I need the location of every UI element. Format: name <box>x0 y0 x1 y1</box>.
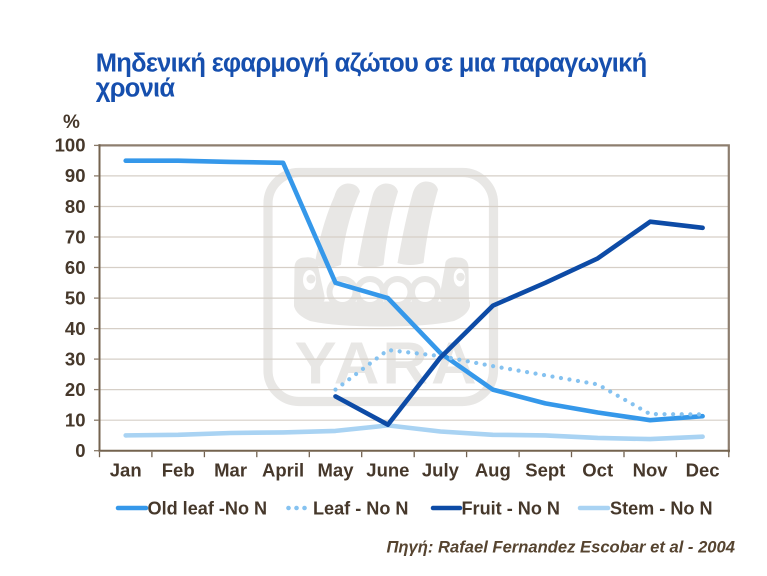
svg-text:Stem - No N: Stem - No N <box>610 499 713 519</box>
svg-text:χρονιά: χρονιά <box>96 74 176 102</box>
svg-text:YARA: YARA <box>295 330 480 397</box>
svg-text:20: 20 <box>65 379 86 400</box>
svg-text:0: 0 <box>75 440 85 461</box>
svg-text:June: June <box>366 460 409 481</box>
svg-text:Mar: Mar <box>214 460 247 481</box>
svg-text:April: April <box>262 460 304 481</box>
svg-text:70: 70 <box>65 226 86 247</box>
svg-text:60: 60 <box>65 257 86 278</box>
svg-text:%: % <box>63 112 80 133</box>
svg-text:Πηγή: Rafael Fernandez Escobar: Πηγή: Rafael Fernandez Escobar et al - 2… <box>386 538 735 557</box>
svg-text:50: 50 <box>65 287 86 308</box>
svg-text:30: 30 <box>65 348 86 369</box>
svg-text:May: May <box>318 460 355 481</box>
svg-text:Old leaf -No N: Old leaf -No N <box>148 499 268 519</box>
svg-text:Nov: Nov <box>633 460 669 481</box>
svg-text:Sept: Sept <box>525 460 565 481</box>
svg-text:Leaf - No N: Leaf - No N <box>313 499 409 519</box>
svg-text:10: 10 <box>65 410 86 431</box>
svg-text:40: 40 <box>65 318 86 339</box>
svg-text:Dec: Dec <box>686 460 720 481</box>
svg-text:July: July <box>422 460 460 481</box>
svg-text:Μηδενική εφαρμογή αζώτου σε μι: Μηδενική εφαρμογή αζώτου σε μια παραγωγι… <box>96 49 647 77</box>
svg-text:Feb: Feb <box>162 460 195 481</box>
svg-text:100: 100 <box>55 135 86 156</box>
svg-text:Fruit - No N: Fruit - No N <box>462 499 561 519</box>
svg-text:Oct: Oct <box>582 460 613 481</box>
svg-text:90: 90 <box>65 165 86 186</box>
svg-text:Aug: Aug <box>475 460 511 481</box>
svg-text:80: 80 <box>65 196 86 217</box>
svg-text:Jan: Jan <box>110 460 142 481</box>
